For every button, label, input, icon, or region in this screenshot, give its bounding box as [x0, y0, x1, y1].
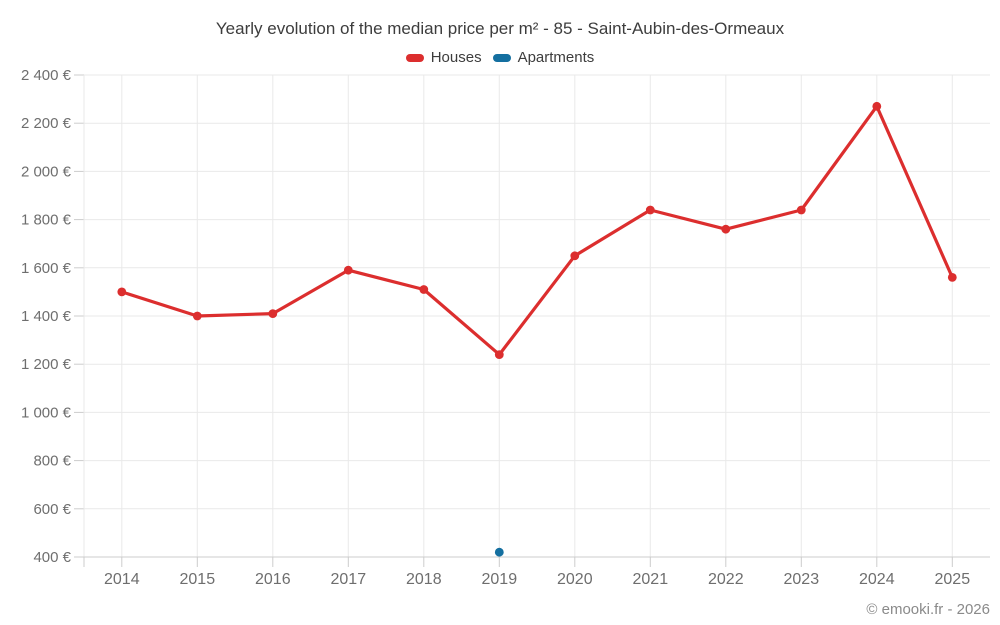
legend: Houses Apartments — [0, 49, 1000, 66]
y-tick-label: 400 € — [33, 549, 71, 566]
x-tick-label: 2023 — [784, 571, 820, 588]
legend-item-houses[interactable]: Houses — [405, 49, 482, 66]
x-tick-label: 2022 — [708, 571, 744, 588]
x-tick-label: 2018 — [406, 571, 442, 588]
y-tick-label: 2 000 € — [21, 163, 72, 180]
x-tick-label: 2025 — [935, 571, 971, 588]
data-point-houses — [419, 285, 429, 294]
apartments-series-swatch-icon — [492, 53, 511, 62]
data-point-houses — [947, 273, 957, 282]
y-tick-label: 1 000 € — [21, 404, 72, 421]
y-tick-label: 2 400 € — [21, 67, 72, 84]
copyright: © emooki.fr - 2026 — [866, 601, 990, 618]
y-tick-label: 600 € — [33, 501, 71, 518]
y-tick-label: 2 200 € — [21, 115, 72, 132]
x-tick-label: 2014 — [104, 571, 140, 588]
legend-label-houses: Houses — [430, 49, 482, 66]
data-point-houses — [192, 311, 202, 321]
data-point-houses — [268, 309, 278, 318]
data-point-houses — [872, 101, 882, 111]
data-point-houses — [645, 205, 655, 215]
legend-label-apartments: Apartments — [517, 49, 595, 66]
y-tick-label: 800 € — [33, 453, 71, 470]
data-point-houses — [494, 350, 504, 359]
series-line-houses — [120, 104, 954, 357]
houses-series-swatch-icon — [405, 53, 424, 62]
data-point-houses — [796, 205, 806, 215]
x-tick-label: 2019 — [482, 571, 518, 588]
x-tick-label: 2024 — [859, 571, 895, 588]
data-point-houses — [721, 224, 731, 234]
data-point-houses — [117, 287, 127, 297]
x-tick-label: 2016 — [255, 571, 291, 588]
x-tick-label: 2020 — [557, 571, 593, 588]
y-tick-label: 1 800 € — [21, 212, 72, 229]
x-tick-label: 2015 — [180, 571, 216, 588]
data-point-houses — [570, 251, 580, 261]
data-point-houses — [343, 265, 353, 275]
x-tick-label: 2021 — [633, 571, 669, 588]
y-tick-label: 1 400 € — [21, 308, 72, 325]
chart-title: Yearly evolution of the median price per… — [215, 19, 785, 38]
legend-item-apartments[interactable]: Apartments — [492, 49, 595, 66]
x-tick-label: 2017 — [331, 571, 367, 588]
data-point-apartments — [494, 547, 504, 557]
y-tick-label: 1 200 € — [21, 356, 72, 373]
y-tick-label: 1 600 € — [21, 260, 72, 277]
